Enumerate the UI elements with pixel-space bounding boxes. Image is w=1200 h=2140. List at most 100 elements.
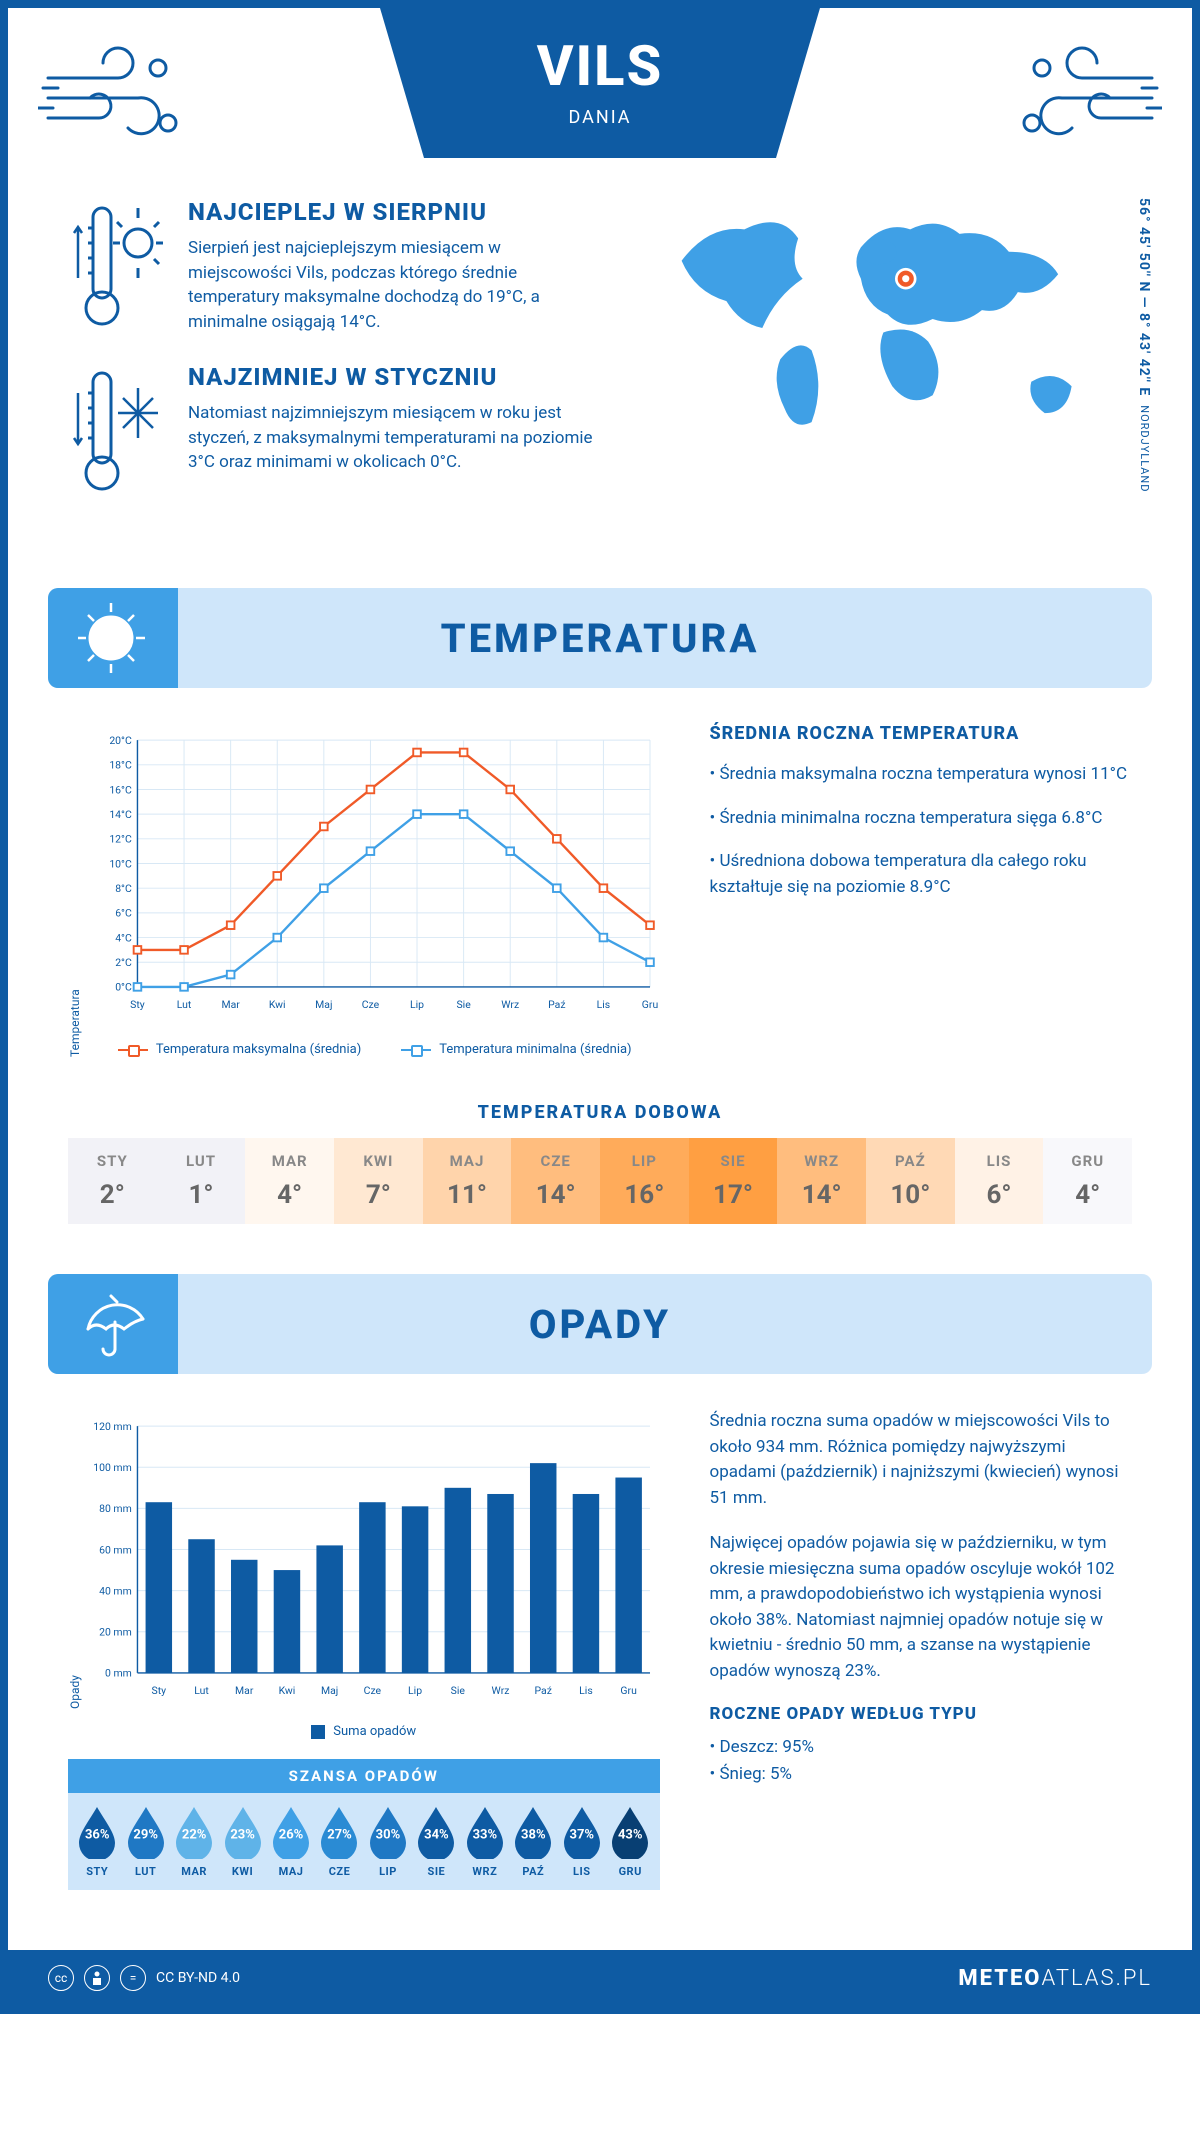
- city-title: VILS: [400, 33, 800, 99]
- raindrop-icon: 27%: [317, 1805, 361, 1859]
- svg-text:0°C: 0°C: [115, 981, 132, 994]
- chance-cell: 26% MAJ: [267, 1805, 315, 1878]
- precipitation-summary: Średnia roczna suma opadów w miejscowośc…: [710, 1409, 1133, 1890]
- svg-text:Mar: Mar: [235, 1684, 254, 1697]
- chance-cell: 34% SIE: [412, 1805, 460, 1878]
- daily-cell: SIE17°: [689, 1138, 778, 1224]
- svg-text:Wrz: Wrz: [492, 1684, 510, 1697]
- chance-cell: 29% LUT: [121, 1805, 169, 1878]
- chance-cell: 36% STY: [73, 1805, 121, 1878]
- temperature-banner: TEMPERATURA: [48, 588, 1152, 688]
- svg-text:Lut: Lut: [194, 1684, 209, 1697]
- svg-text:4°C: 4°C: [115, 931, 132, 944]
- svg-text:Kwi: Kwi: [269, 998, 286, 1011]
- daily-cell: MAR4°: [245, 1138, 334, 1224]
- thermometer-hot-icon: [68, 198, 168, 338]
- svg-text:Paź: Paź: [535, 1684, 552, 1697]
- raindrop-icon: 37%: [560, 1805, 604, 1859]
- precip-text-1: Średnia roczna suma opadów w miejscowośc…: [710, 1409, 1133, 1511]
- brand: METEOATLAS.PL: [958, 1966, 1152, 1991]
- legend-item: .legend-swatch[style*='#f05a28']::before…: [118, 1042, 361, 1057]
- daily-temp-title: TEMPERATURA DOBOWA: [8, 1102, 1192, 1123]
- svg-text:Paź: Paź: [548, 998, 565, 1011]
- daily-cell: WRZ14°: [777, 1138, 866, 1224]
- svg-text:10°C: 10°C: [109, 857, 132, 870]
- precip-text-2: Najwięcej opadów pojawia się w październ…: [710, 1531, 1133, 1684]
- wind-icon-left: [38, 38, 198, 158]
- svg-text:Lip: Lip: [410, 998, 424, 1011]
- precip-type-title: ROCZNE OPADY WEDŁUG TYPU: [710, 1704, 1133, 1724]
- svg-text:Cze: Cze: [362, 998, 380, 1011]
- umbrella-icon: [73, 1284, 153, 1364]
- svg-text:18°C: 18°C: [109, 759, 132, 772]
- svg-text:14°C: 14°C: [109, 808, 132, 821]
- daily-cell: STY2°: [68, 1138, 157, 1224]
- svg-text:12°C: 12°C: [109, 833, 132, 846]
- coldest-block: NAJZIMNIEJ W STYCZNIU Natomiast najzimni…: [68, 363, 604, 503]
- raindrop-icon: 38%: [511, 1805, 555, 1859]
- daily-temp-row: STY2° LUT1° MAR4° KWI7° MAJ11° CZE14° LI…: [68, 1138, 1132, 1224]
- sun-icon: [73, 598, 153, 678]
- svg-text:Sty: Sty: [130, 998, 145, 1011]
- raindrop-icon: 43%: [608, 1805, 652, 1859]
- svg-text:Gru: Gru: [642, 998, 659, 1011]
- coldest-title: NAJZIMNIEJ W STYCZNIU: [188, 363, 604, 391]
- chance-cell: 30% LIP: [364, 1805, 412, 1878]
- raindrop-icon: 29%: [124, 1805, 168, 1859]
- svg-text:40 mm: 40 mm: [99, 1584, 132, 1597]
- coordinates: 56° 45' 50'' N — 8° 43' 42'' E NORDJYLLA…: [1136, 198, 1152, 493]
- chance-cell: 23% KWI: [218, 1805, 266, 1878]
- svg-text:Lip: Lip: [408, 1684, 422, 1697]
- temp-side-title: ŚREDNIA ROCZNA TEMPERATURA: [710, 723, 1133, 744]
- raindrop-icon: 34%: [414, 1805, 458, 1859]
- temperature-summary: ŚREDNIA ROCZNA TEMPERATURA • Średnia mak…: [710, 723, 1133, 1057]
- daily-cell: KWI7°: [334, 1138, 423, 1224]
- chance-cell: 33% WRZ: [461, 1805, 509, 1878]
- precipitation-title: OPADY: [529, 1301, 671, 1348]
- coldest-text: Natomiast najzimniejszym miesiącem w rok…: [188, 401, 604, 475]
- temp-bullet: • Średnia maksymalna roczna temperatura …: [710, 762, 1133, 788]
- chance-cell: 38% PAŹ: [509, 1805, 557, 1878]
- svg-text:20°C: 20°C: [109, 734, 132, 747]
- svg-text:Wrz: Wrz: [501, 998, 519, 1011]
- by-icon: [84, 1965, 110, 1991]
- chance-cell: 37% LIS: [558, 1805, 606, 1878]
- raindrop-icon: 36%: [75, 1805, 119, 1859]
- country-subtitle: DANIA: [400, 107, 800, 128]
- daily-cell: MAJ11°: [423, 1138, 512, 1224]
- svg-text:Mar: Mar: [221, 998, 240, 1011]
- svg-text:60 mm: 60 mm: [99, 1543, 132, 1556]
- svg-text:Cze: Cze: [364, 1684, 382, 1697]
- raindrop-icon: 30%: [366, 1805, 410, 1859]
- precipitation-chart: 0 mm20 mm40 mm60 mm80 mm100 mm120 mmStyL…: [90, 1409, 660, 1709]
- wind-icon-right: [1002, 38, 1162, 158]
- legend-item: .legend-swatch[style*='#3fa0e6']::before…: [401, 1042, 631, 1057]
- svg-text:Sie: Sie: [456, 998, 471, 1011]
- precip-ylabel: Opady: [68, 1409, 82, 1709]
- svg-text:8°C: 8°C: [115, 882, 132, 895]
- svg-text:100 mm: 100 mm: [93, 1461, 132, 1474]
- raindrop-icon: 23%: [221, 1805, 265, 1859]
- svg-text:Kwi: Kwi: [279, 1684, 296, 1697]
- warmest-text: Sierpień jest najcieplejszym miesiącem w…: [188, 236, 604, 335]
- svg-text:0 mm: 0 mm: [105, 1667, 132, 1680]
- world-map-icon: [644, 198, 1132, 458]
- raindrop-icon: 33%: [463, 1805, 507, 1859]
- license-text: CC BY-ND 4.0: [156, 1970, 240, 1986]
- temperature-chart: Temperatura 0°C2°C4°C6°C8°C10°C12°C14°C1…: [68, 723, 660, 1057]
- chance-cell: 43% GRU: [606, 1805, 654, 1878]
- svg-text:Sty: Sty: [152, 1684, 167, 1697]
- svg-text:Maj: Maj: [321, 1684, 338, 1697]
- svg-text:6°C: 6°C: [115, 907, 132, 920]
- map-marker-icon: [895, 268, 917, 290]
- intro-section: NAJCIEPLEJ W SIERPNIU Sierpień jest najc…: [8, 178, 1192, 558]
- svg-text:Gru: Gru: [620, 1684, 637, 1697]
- footer: cc = CC BY-ND 4.0 METEOATLAS.PL: [8, 1950, 1192, 2006]
- svg-text:Sie: Sie: [451, 1684, 466, 1697]
- cc-icon: cc: [48, 1965, 74, 1991]
- precip-type-snow: • Śnieg: 5%: [710, 1761, 1133, 1788]
- nd-icon: =: [120, 1965, 146, 1991]
- precip-legend: Suma opadów: [68, 1724, 660, 1739]
- svg-text:2°C: 2°C: [115, 956, 132, 969]
- svg-text:Lut: Lut: [177, 998, 192, 1011]
